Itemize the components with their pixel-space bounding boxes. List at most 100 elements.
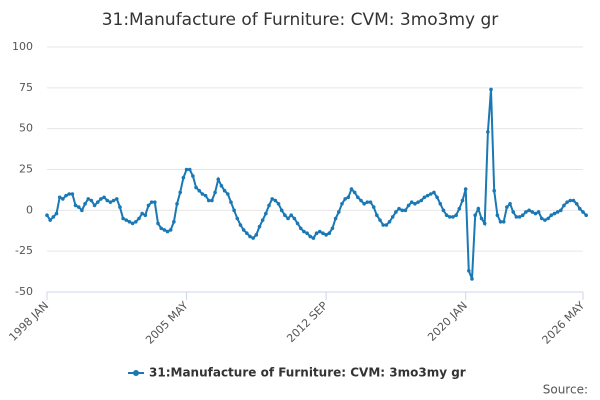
point xyxy=(451,215,455,219)
point xyxy=(435,195,439,200)
point xyxy=(191,174,195,178)
point xyxy=(432,190,436,195)
point xyxy=(118,205,122,209)
y-tick-label: 100 xyxy=(12,40,33,53)
point xyxy=(241,228,246,232)
y-tick-label: -25 xyxy=(15,244,33,257)
legend-label: 31:Manufacture of Furniture: CVM: 3mo3my… xyxy=(149,366,466,380)
point xyxy=(298,226,303,231)
point xyxy=(235,216,240,221)
point xyxy=(479,216,484,221)
point xyxy=(467,268,471,273)
point xyxy=(172,219,176,224)
point xyxy=(162,228,167,232)
point xyxy=(197,188,202,193)
point xyxy=(292,216,297,221)
point xyxy=(425,193,430,198)
point xyxy=(121,216,125,221)
legend-marker xyxy=(133,370,139,376)
point xyxy=(390,215,395,219)
point xyxy=(375,213,379,218)
point xyxy=(327,231,332,235)
point xyxy=(428,192,433,196)
point xyxy=(321,231,325,235)
x-tick-label: 2020 JAN xyxy=(425,299,470,344)
point xyxy=(105,198,110,203)
point xyxy=(552,211,557,216)
point xyxy=(486,130,490,134)
point xyxy=(225,192,230,196)
point xyxy=(444,213,449,218)
point xyxy=(403,208,408,213)
x-tick-label: 2005 MAY xyxy=(143,299,191,347)
point xyxy=(543,218,547,222)
chart-title: 31:Manufacture of Furniture: CVM: 3mo3my… xyxy=(102,10,499,30)
point xyxy=(457,206,462,211)
point xyxy=(517,215,522,219)
point xyxy=(175,202,179,206)
point xyxy=(165,229,170,234)
point xyxy=(359,198,363,203)
point xyxy=(555,210,560,214)
point xyxy=(143,213,148,218)
y-tick-label: 25 xyxy=(19,163,33,176)
point xyxy=(273,198,278,203)
point xyxy=(568,198,573,203)
x-tick-label: 1998 JAN xyxy=(6,299,51,344)
point xyxy=(83,202,87,206)
point xyxy=(419,198,424,203)
source: Source: xyxy=(543,383,588,397)
point xyxy=(181,175,186,180)
point xyxy=(524,210,528,214)
point xyxy=(194,185,198,190)
point xyxy=(441,208,446,213)
point xyxy=(130,221,135,226)
point xyxy=(514,215,519,219)
point xyxy=(264,211,268,216)
point xyxy=(251,236,255,240)
point xyxy=(349,187,354,191)
point xyxy=(333,216,338,221)
point xyxy=(406,203,411,208)
point xyxy=(89,198,94,203)
point xyxy=(454,213,458,218)
point xyxy=(245,231,249,235)
point xyxy=(520,213,525,218)
point xyxy=(530,210,535,214)
point xyxy=(362,202,366,206)
x-tick-label: 2012 SEP xyxy=(284,299,330,345)
point xyxy=(381,223,385,227)
point xyxy=(476,206,481,211)
point xyxy=(495,213,500,218)
point xyxy=(397,206,401,211)
point xyxy=(229,200,233,204)
point xyxy=(279,208,284,213)
point xyxy=(571,198,576,203)
y-tick-label: 75 xyxy=(19,81,33,94)
point xyxy=(222,188,227,193)
point xyxy=(416,200,420,204)
point xyxy=(254,233,259,237)
point xyxy=(48,218,52,222)
point xyxy=(371,205,376,209)
point xyxy=(102,195,106,200)
point xyxy=(200,192,205,196)
point xyxy=(536,210,541,214)
point xyxy=(276,202,281,206)
point xyxy=(187,167,192,172)
point xyxy=(501,219,506,224)
point xyxy=(394,210,398,214)
point xyxy=(270,197,274,201)
point xyxy=(289,213,294,218)
point xyxy=(61,197,65,201)
point xyxy=(283,213,287,218)
point xyxy=(508,202,512,206)
point xyxy=(108,200,113,204)
point xyxy=(178,190,183,195)
point xyxy=(511,210,516,214)
point xyxy=(219,184,224,188)
point xyxy=(67,192,72,196)
y-tick-label: 50 xyxy=(19,122,33,135)
point xyxy=(92,203,97,208)
